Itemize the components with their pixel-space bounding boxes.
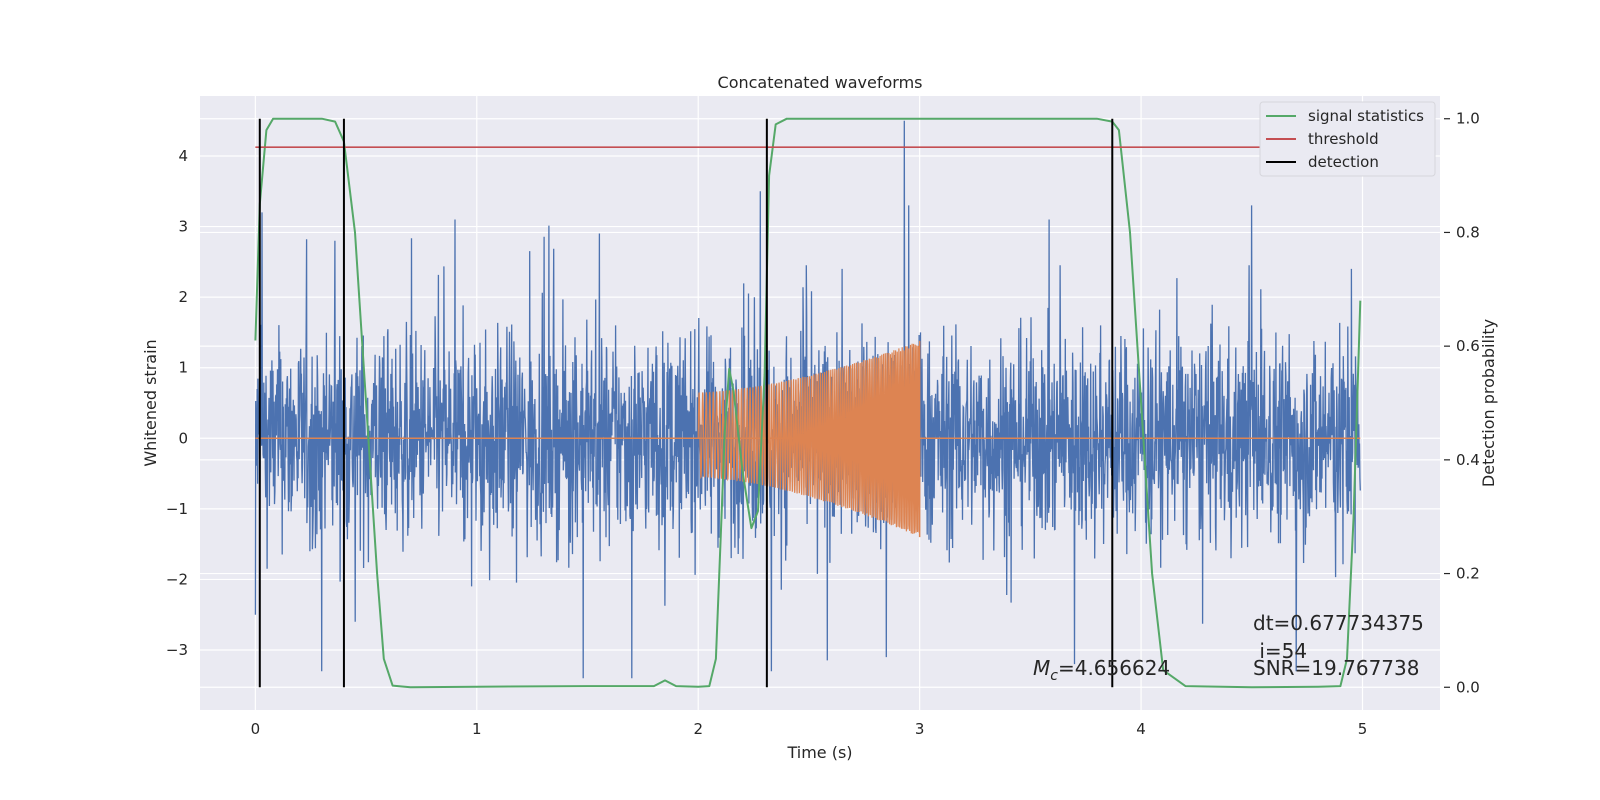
- annotation-mc-symbol: M: [1033, 656, 1050, 680]
- y-tick-label: −3: [166, 641, 188, 659]
- annotation-mc-subscript: c: [1050, 668, 1058, 684]
- legend-signal-statistics-label: signal statistics: [1308, 107, 1424, 125]
- y2-tick-label: 0.6: [1456, 337, 1480, 355]
- annotation-snr: SNR=19.767738: [1253, 656, 1419, 680]
- y-tick-label: 2: [178, 288, 188, 306]
- annotation-mc-value: =4.656624: [1058, 656, 1170, 680]
- chart-title: Concatenated waveforms: [718, 73, 923, 92]
- y2-tick-label: 0.2: [1456, 565, 1480, 583]
- y2-tick-label: 0.4: [1456, 451, 1480, 469]
- y2-tick-label: 0.8: [1456, 223, 1480, 241]
- y2-tick-label: 0.0: [1456, 678, 1480, 696]
- y-axis-label: Whitened strain: [141, 339, 160, 466]
- annotation-dt: dt=0.677734375: [1253, 611, 1424, 635]
- x-tick-label: 5: [1358, 720, 1368, 738]
- y-tick-label: 1: [178, 359, 188, 377]
- x-tick-label: 1: [472, 720, 482, 738]
- y-tick-label: 4: [178, 147, 188, 165]
- x-tick-label: 4: [1136, 720, 1146, 738]
- y-tick-label: −2: [166, 570, 188, 588]
- annotation-mc: Mc=4.656624: [1033, 656, 1170, 684]
- x-tick-label: 2: [693, 720, 703, 738]
- legend-detection-label: detection: [1308, 153, 1379, 171]
- signal-statistics-series: [254, 117, 1362, 689]
- y2-axis-label: Detection probability: [1479, 319, 1498, 487]
- legend-box: [1259, 101, 1436, 177]
- y-tick-label: −1: [166, 500, 188, 518]
- signal-statistics-line: [254, 117, 1362, 689]
- detection-series: [258, 118, 1114, 688]
- annotation-i: i=54: [1253, 639, 1307, 663]
- y2-tick-label: 1.0: [1456, 110, 1480, 128]
- x-tick-label: 0: [251, 720, 261, 738]
- y-tick-label: 0: [178, 429, 188, 447]
- x-tick-label: 3: [915, 720, 925, 738]
- legend: signal statistics threshold detection: [1259, 101, 1436, 177]
- y2-axis-ticks: 0.0 0.2 0.4 0.6 0.8 1.0: [1444, 110, 1480, 696]
- legend-threshold-label: threshold: [1308, 130, 1379, 148]
- y-tick-label: 3: [178, 218, 188, 236]
- y-axis-ticks: −3 −2 −1 0 1 2 3 4: [166, 147, 188, 659]
- x-axis-label: Time (s): [786, 743, 852, 762]
- x-axis-ticks: 0 1 2 3 4 5: [251, 720, 1368, 738]
